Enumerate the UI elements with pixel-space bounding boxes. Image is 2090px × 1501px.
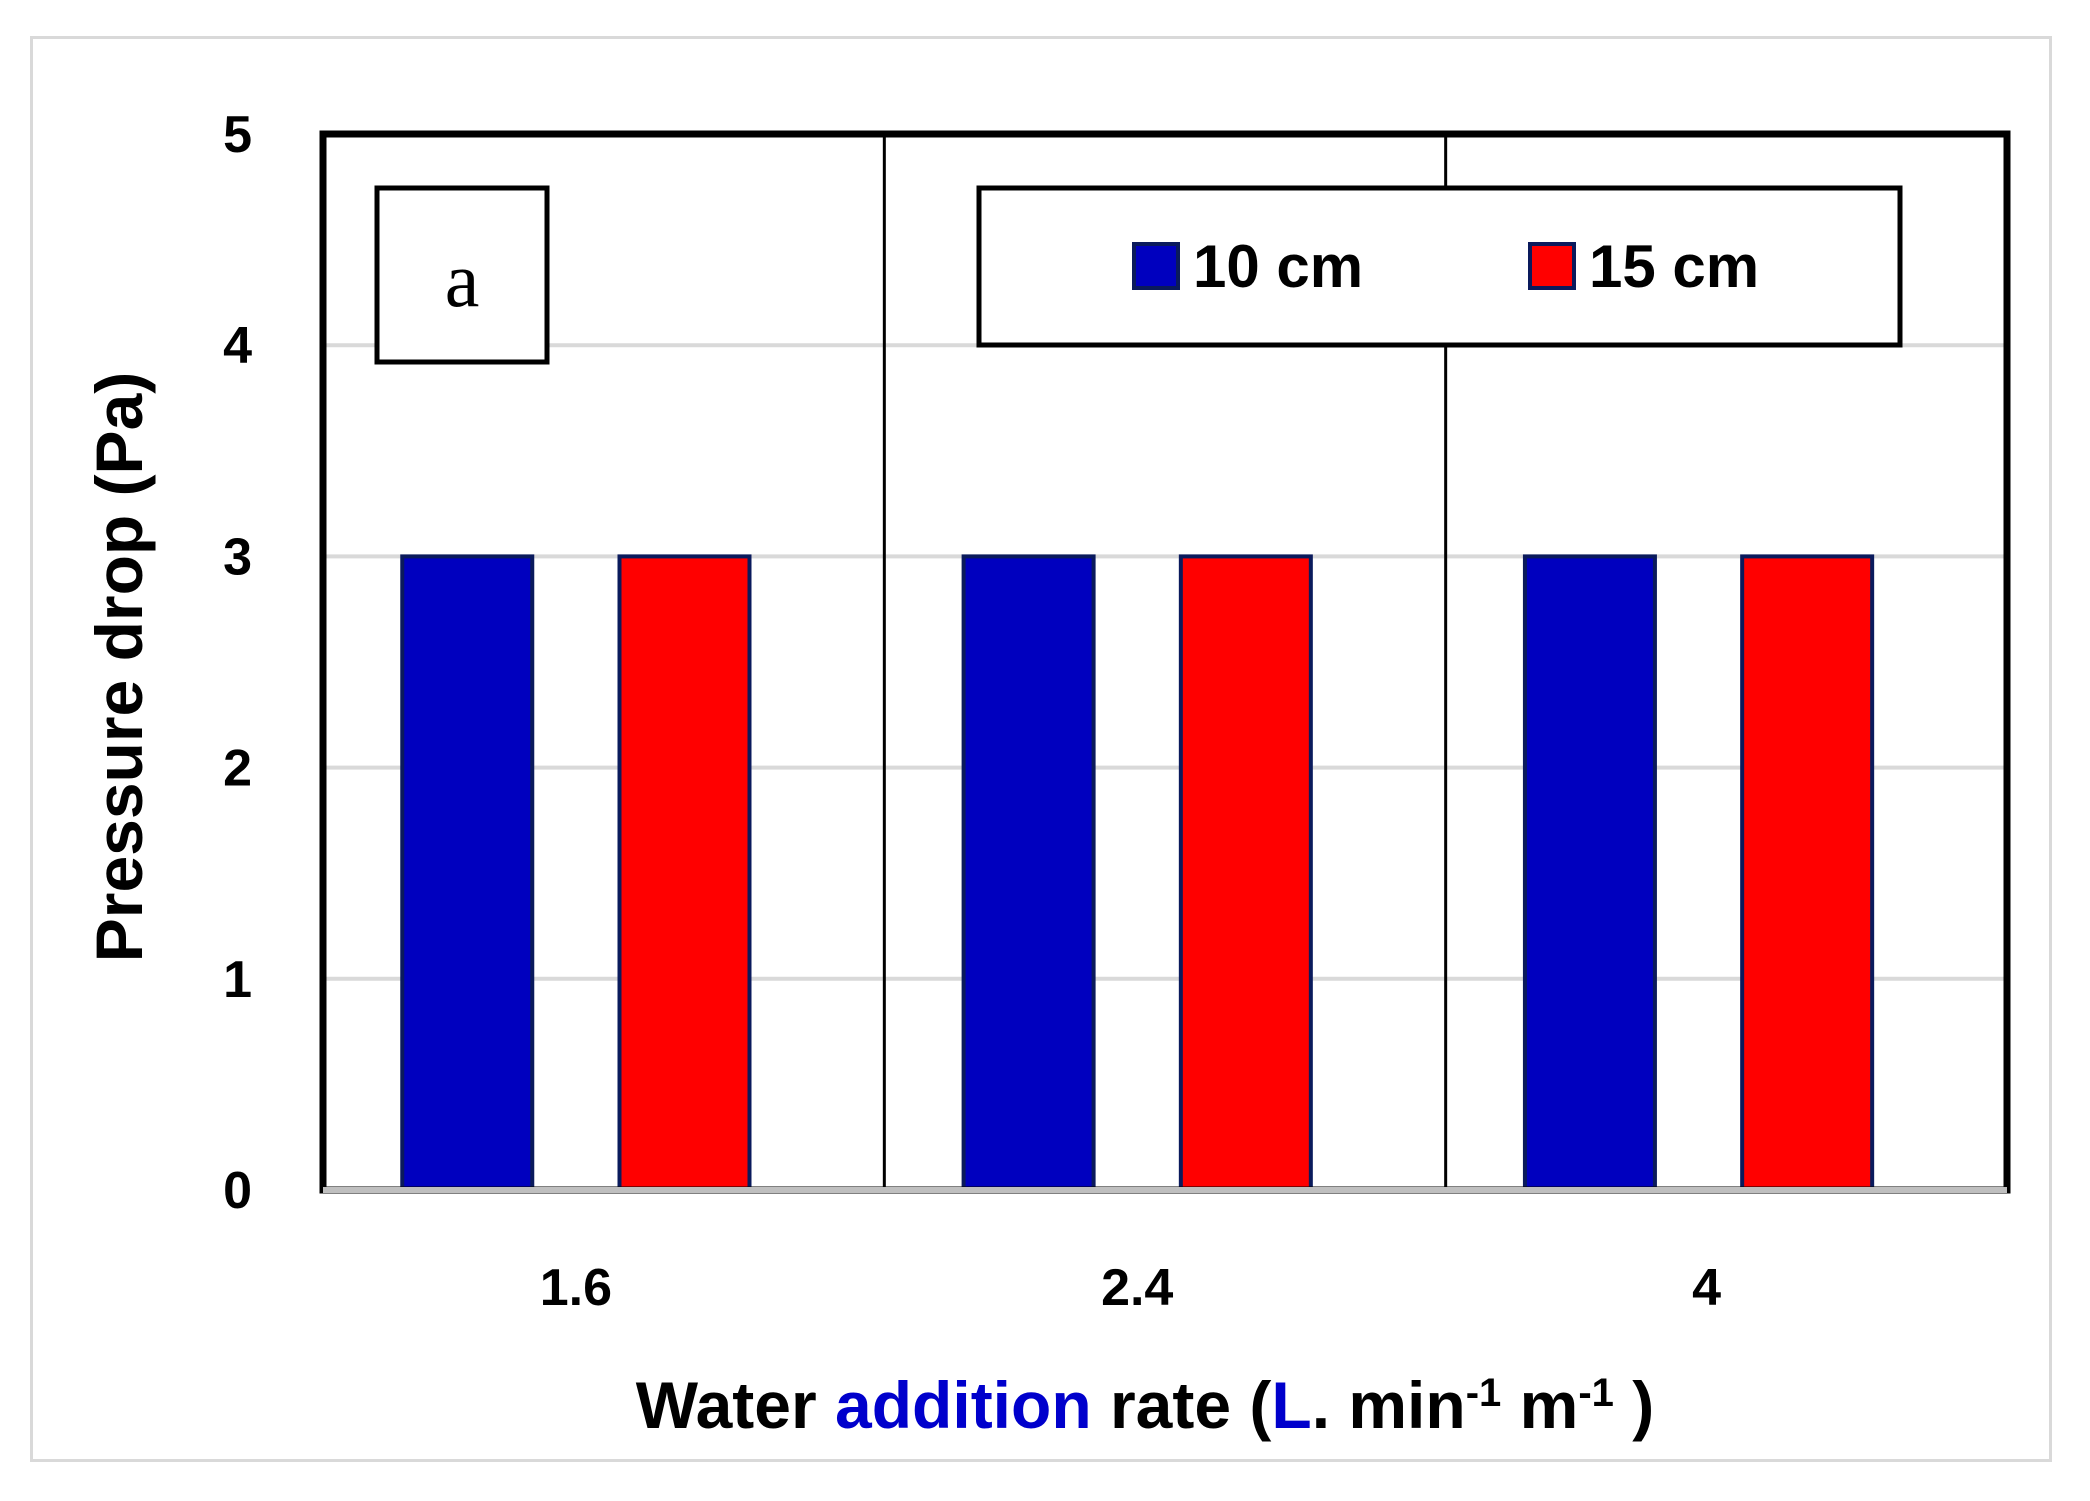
bar-10-cm-4	[1522, 554, 1657, 1192]
bar-15-cm-4	[1740, 554, 1875, 1192]
bar-15-cm-1.6	[617, 554, 752, 1192]
x-axis-title-part: . min	[1312, 1368, 1466, 1442]
x-tick-label: 1.6	[540, 1259, 612, 1317]
panel-label: a	[445, 236, 480, 323]
legend-label-15-cm: 15 cm	[1589, 233, 1759, 300]
x-tick-labels: 1.6 2.4 4	[540, 1259, 1721, 1317]
bar-10-cm-1.6	[400, 554, 535, 1192]
x-axis-title-part: L	[1271, 1368, 1311, 1442]
legend: 10 cm 15 cm	[976, 185, 1903, 348]
legend-swatch-15-cm	[1528, 242, 1576, 290]
x-tick-label: 2.4	[1101, 1259, 1173, 1317]
x-axis-title-part: )	[1614, 1368, 1654, 1442]
y-tick-label: 5	[223, 106, 252, 164]
y-tick-label: 0	[223, 1162, 252, 1220]
bar-10-cm-2.4	[961, 554, 1096, 1192]
legend-swatch-10-cm	[1132, 242, 1180, 290]
x-axis-title-part: Water	[636, 1368, 835, 1442]
y-tick-label: 4	[223, 317, 252, 375]
x-axis-title-part: addition	[835, 1368, 1092, 1442]
x-axis-title-part: rate (	[1092, 1368, 1272, 1442]
x-axis-title-part: -1	[1578, 1371, 1614, 1415]
legend-label-10-cm: 10 cm	[1193, 233, 1363, 300]
bar-15-cm-2.4	[1178, 554, 1313, 1192]
x-axis-title: Water addition rate (L. min-1 m-1 )	[636, 1368, 1654, 1442]
y-tick-labels: 0 1 2 3 4 5	[223, 106, 252, 1220]
x-axis-title-part: m	[1501, 1368, 1578, 1442]
y-axis-title: Pressure drop (Pa)	[82, 372, 156, 963]
panel-label-box: a	[374, 185, 550, 365]
y-tick-label: 2	[223, 740, 252, 798]
y-tick-label: 3	[223, 528, 252, 586]
bars	[400, 554, 1875, 1192]
x-tick-label: 4	[1692, 1259, 1721, 1317]
x-axis-title-part: -1	[1466, 1371, 1502, 1415]
y-tick-label: 1	[223, 951, 252, 1009]
